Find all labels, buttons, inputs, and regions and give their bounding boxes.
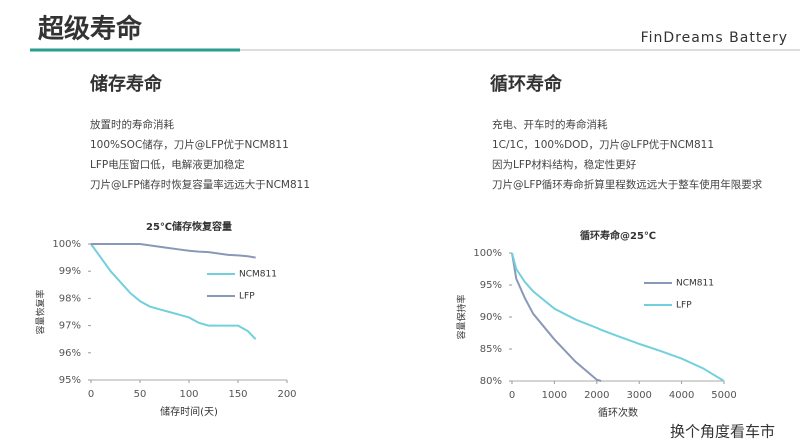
y-tick-label: 96% [59,348,81,359]
right-bullet: 充电、开车时的寿命消耗 [492,118,608,131]
left-bullet: 100%SOC储存，刀片@LFP优于NCM811 [90,138,289,151]
left-bullet: LFP电压窗口低，电解液更加稳定 [90,158,245,171]
slide-title: 超级寿命 [38,14,143,45]
x-tick-label: 5000 [711,390,736,401]
watermark: 换个角度看车市 [670,423,775,441]
x-axis-label: 循环次数 [598,406,638,419]
y-axis-label: 容量保持率 [456,294,468,339]
left-heading: 储存寿命 [89,73,163,95]
left-bullet: 放置时的寿命消耗 [90,118,174,131]
brand: FinDreams Battery [641,30,788,46]
right-bullet: 因为LFP材料结构，稳定性更好 [492,158,637,171]
y-tick-label: 100% [473,248,502,259]
chart-title: 循环寿命@25℃ [580,229,656,242]
right-heading: 循环寿命 [490,73,563,95]
series-line [511,252,602,382]
y-tick-label: 95% [59,375,81,386]
chart-title: 25℃储存恢复容量 [146,220,232,233]
legend-label: LFP [676,301,692,311]
x-tick-label: 2000 [584,390,609,401]
series-line [91,243,256,259]
x-tick-label: 1000 [542,390,567,401]
right-bullet: 刀片@LFP循环寿命折算里程数远远大于整车使用年限要求 [492,178,763,191]
x-tick-label: 3000 [626,390,651,401]
x-tick-label: 4000 [669,390,694,401]
x-axis-label: 储存时间(天) [160,405,218,418]
y-tick-label: 100% [52,239,81,250]
legend-label: NCM811 [239,270,277,280]
y-tick-label: 90% [480,312,502,323]
x-tick-label: 200 [277,389,296,400]
legend-label: LFP [239,292,255,302]
x-tick-label: 100 [179,389,198,400]
y-axis-label: 容量恢复率 [35,289,47,334]
x-tick-label: 50 [134,389,147,400]
left-bullet: 刀片@LFP储存时恢复容量率远远大于NCM811 [90,178,310,191]
series-line [90,243,257,340]
y-tick-label: 97% [59,321,81,332]
legend-label: NCM811 [676,279,714,289]
y-tick-label: 99% [59,266,81,277]
x-tick-label: 0 [88,389,94,400]
series-line [511,252,725,382]
y-tick-label: 85% [480,344,502,355]
y-tick-label: 80% [480,376,502,387]
y-tick-label: 95% [480,280,502,291]
x-tick-label: 150 [228,389,247,400]
y-tick-label: 98% [59,293,81,304]
right-bullet: 1C/1C，100%DOD，刀片@LFP优于NCM811 [492,138,714,151]
x-tick-label: 0 [509,390,515,401]
